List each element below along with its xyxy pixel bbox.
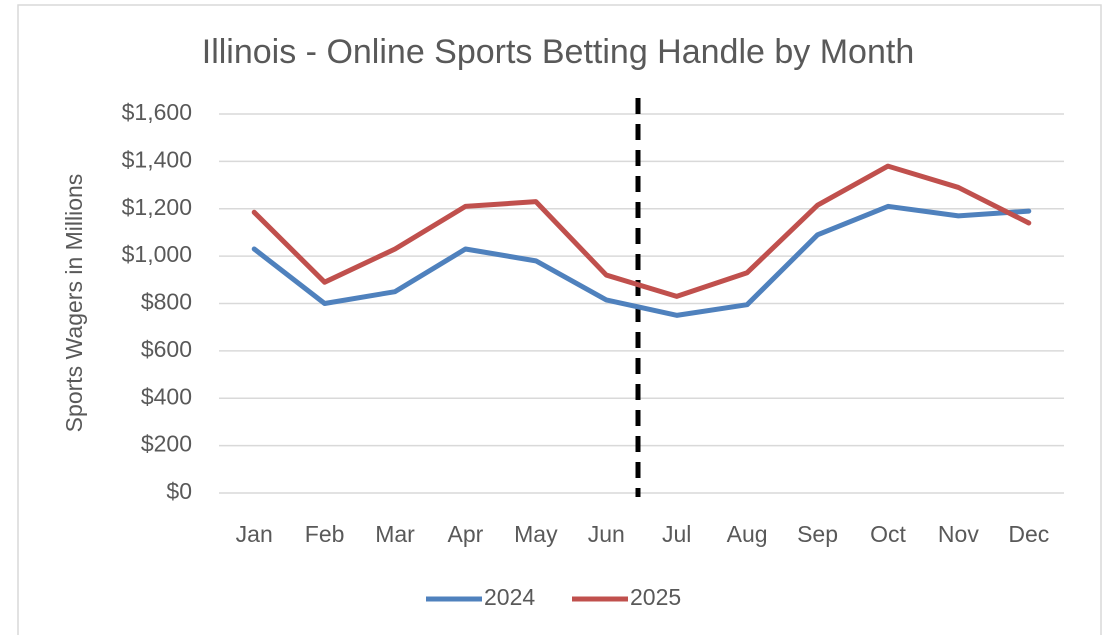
x-tick-label: Feb [305, 521, 345, 547]
x-tick-label: Sep [797, 521, 838, 547]
x-tick-label: Aug [727, 521, 768, 547]
x-tick-label: Oct [870, 521, 906, 547]
y-tick-label: $1,000 [122, 241, 192, 267]
y-tick-label: $600 [141, 336, 192, 362]
chart-title: Illinois - Online Sports Betting Handle … [202, 33, 914, 71]
x-tick-label: Nov [938, 521, 979, 547]
y-tick-label: $1,200 [122, 194, 192, 220]
y-tick-label: $400 [141, 383, 192, 409]
y-tick-label: $1,400 [122, 146, 192, 172]
y-tick-label: $200 [141, 431, 192, 457]
legend-label: 2024 [484, 584, 535, 610]
x-tick-label: Jul [662, 521, 691, 547]
x-tick-label: Apr [448, 521, 484, 547]
y-tick-label: $0 [166, 478, 192, 504]
line-series [251, 163, 1032, 299]
x-tick-label: Mar [375, 521, 415, 547]
y-axis-label: Sports Wagers in Millions [61, 174, 87, 433]
legend-label: 2025 [630, 584, 681, 610]
grid [219, 113, 1064, 494]
y-tick-label: $800 [141, 289, 192, 315]
x-tick-label: Dec [1008, 521, 1049, 547]
x-tick-label: May [514, 521, 558, 547]
plot [251, 163, 1032, 318]
chart-frame [17, 4, 1102, 640]
line-series [251, 203, 1032, 318]
x-tick-label: Jun [588, 521, 625, 547]
x-tick-label: Jan [236, 521, 273, 547]
y-tick-label: $1,600 [122, 99, 192, 125]
